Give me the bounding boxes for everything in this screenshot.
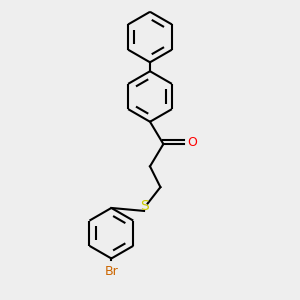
Text: S: S [140, 200, 148, 214]
Text: Br: Br [104, 265, 118, 278]
Text: O: O [188, 136, 198, 149]
